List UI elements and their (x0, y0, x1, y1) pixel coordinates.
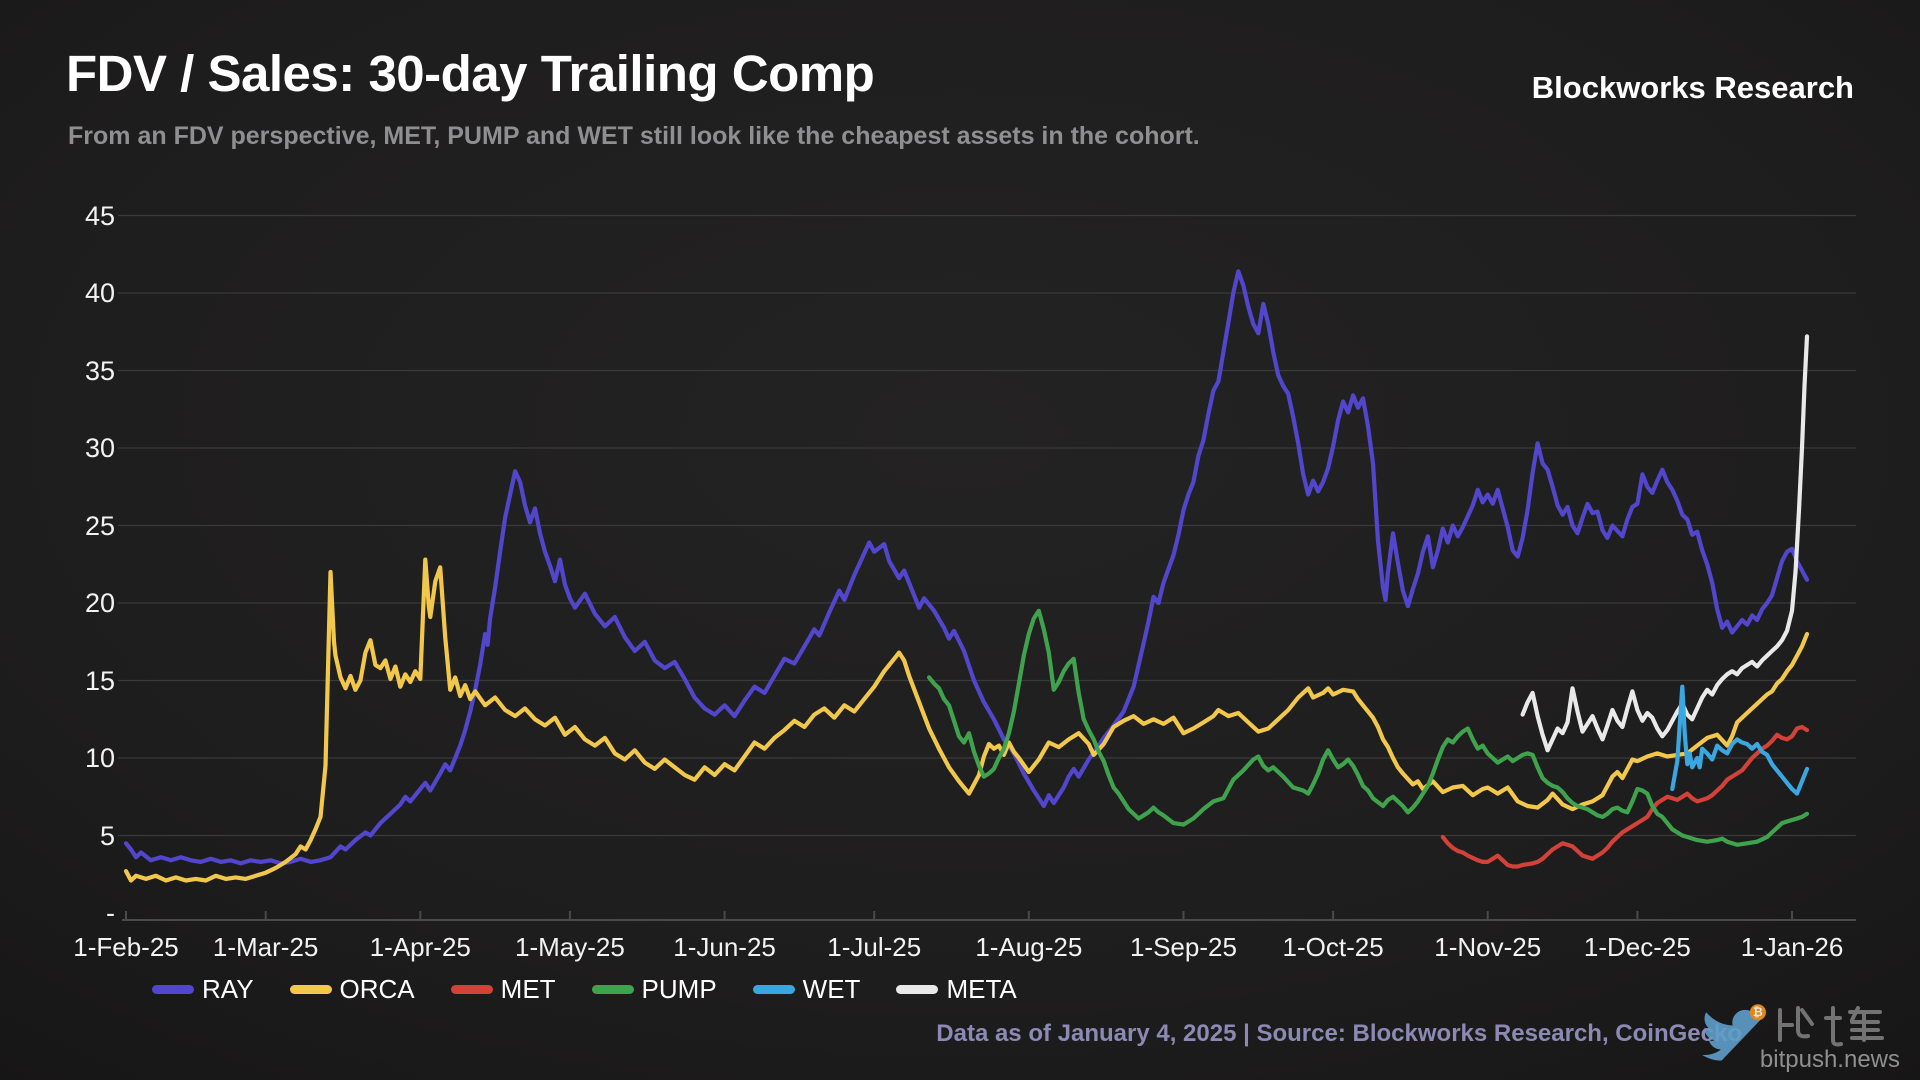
ray-line-swatch-icon (152, 985, 194, 994)
legend-item-pump: PUMP (591, 974, 717, 1005)
page-title: FDV / Sales: 30-day Trailing Comp (66, 45, 875, 102)
y-tick-label-20: 20 (84, 588, 115, 618)
series-line-orca (123, 557, 1810, 883)
x-tick-label-1-Oct-25: 1-Oct-25 (1282, 932, 1384, 962)
wet-line-swatch-icon (752, 985, 795, 994)
legend-item-wet: WET (752, 974, 861, 1005)
bitpush-site-label: bitpush.news (1759, 1046, 1900, 1073)
series-line-wet (1670, 684, 1810, 796)
x-tick-label-1-Feb-25: 1-Feb-25 (73, 932, 179, 962)
series-line-meta (1520, 334, 1810, 753)
bitcoin-symbol-icon: ₿ (1753, 1005, 1763, 1019)
bitpush-bird-icon: ₿ (1702, 1004, 1766, 1061)
legend-label: PUMP (641, 974, 717, 1004)
series-line-met (1440, 724, 1810, 869)
data-source-note: Data as of January 4, 2025 | Source: Blo… (936, 1020, 1742, 1047)
page-subtitle: From an FDV perspective, MET, PUMP and W… (68, 122, 1200, 150)
y-tick-label-10: 10 (84, 743, 115, 773)
x-tick-label-1-Dec-25: 1-Dec-25 (1583, 932, 1691, 962)
y-tick-label-45: 45 (84, 200, 115, 231)
bitpush-watermark: ₿ (1702, 1004, 1884, 1061)
x-tick-label-1-Sep-25: 1-Sep-25 (1129, 932, 1237, 962)
x-tick-label-1-Nov-25: 1-Nov-25 (1434, 932, 1542, 962)
x-tick-label-1-Aug-25: 1-Aug-25 (975, 932, 1083, 962)
legend-label: ORCA (339, 974, 415, 1004)
x-axis-line (122, 911, 1856, 921)
y-tick-label-0: - (106, 898, 115, 928)
legend-label: RAY (202, 974, 254, 1004)
y-tick-label-5: 5 (99, 820, 115, 851)
series-line-ray (123, 269, 1810, 866)
x-tick-label-1-Mar-25: 1-Mar-25 (212, 932, 319, 962)
gridlines (118, 214, 1856, 837)
legend-label: META (946, 974, 1017, 1004)
y-tick-label-35: 35 (84, 355, 115, 386)
y-tick-label-25: 25 (84, 510, 115, 541)
brand-label: Blockworks Research (1531, 70, 1854, 105)
pump-line-swatch-icon (591, 985, 634, 994)
x-tick-label-1-Jul-25: 1-Jul-25 (827, 932, 922, 962)
orca-line-swatch-icon (289, 985, 332, 994)
meta-line-swatch-icon (896, 985, 939, 994)
legend-item-orca: ORCA (289, 974, 415, 1005)
y-tick-label-15: 15 (84, 665, 115, 696)
legend-label: WET (802, 974, 861, 1004)
y-tick-label-40: 40 (84, 278, 115, 308)
bitpush-cjk-logo (1778, 1006, 1884, 1047)
data-series-lines (123, 269, 1810, 883)
legend-label: MET (500, 974, 556, 1004)
legend-item-met: MET (450, 974, 556, 1005)
x-tick-label-1-Jun-25: 1-Jun-25 (673, 932, 776, 962)
x-tick-label-1-Jan-26: 1-Jan-26 (1740, 932, 1844, 962)
x-tick-label-1-May-25: 1-May-25 (515, 932, 625, 962)
met-line-swatch-icon (450, 985, 493, 994)
legend-item-ray: RAY (152, 974, 254, 1005)
chart-legend: RAY ORCA MET PUMP WET META (152, 974, 1017, 1005)
series-line-pump (926, 608, 1810, 847)
legend-item-meta: META (896, 974, 1017, 1005)
x-tick-label-1-Apr-25: 1-Apr-25 (369, 932, 471, 962)
y-tick-label-30: 30 (84, 433, 115, 463)
